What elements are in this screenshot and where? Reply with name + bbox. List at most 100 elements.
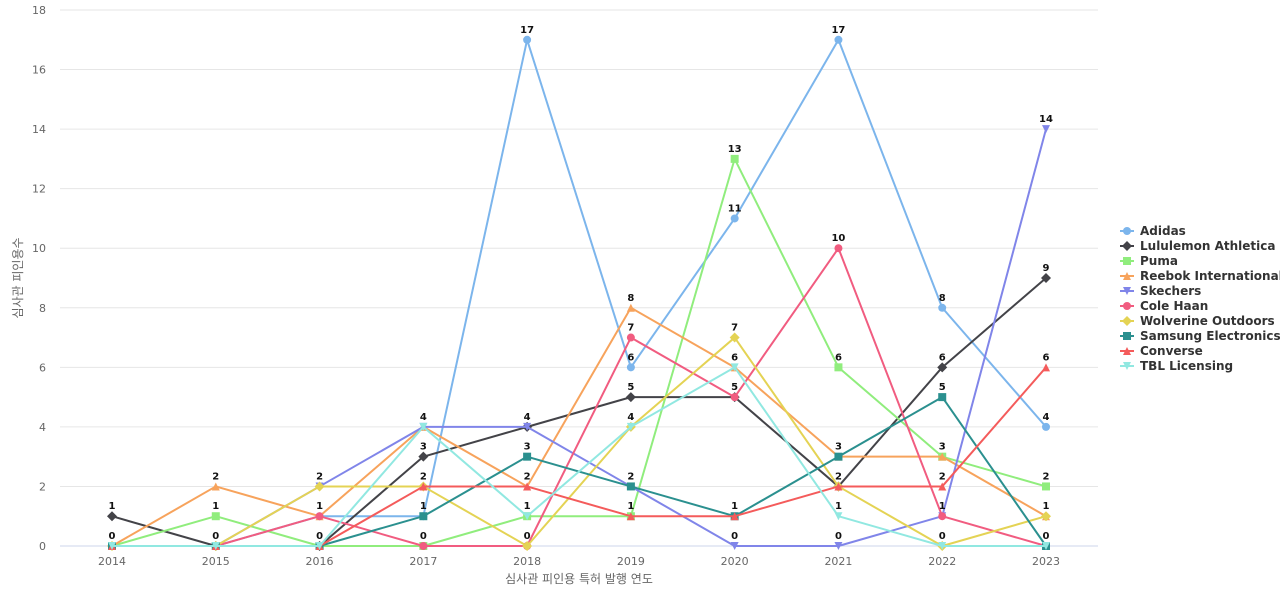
data-label: 3 [835, 442, 842, 453]
data-point [938, 542, 947, 550]
y-tick-label: 0 [39, 540, 46, 553]
legend-item[interactable]: Adidas [1120, 224, 1186, 238]
data-point [834, 512, 843, 521]
x-tick-label: 2022 [928, 555, 956, 568]
data-point [1042, 422, 1050, 431]
data-point [626, 333, 635, 342]
data-label: 0 [835, 531, 842, 542]
data-label: 0 [524, 531, 531, 542]
data-point [108, 542, 116, 550]
data-label: 1 [731, 501, 738, 512]
legend-item[interactable]: Converse [1120, 344, 1203, 358]
x-tick-label: 2015 [202, 555, 230, 568]
data-label: 5 [627, 382, 634, 393]
legend-marker [1122, 316, 1132, 326]
data-label: 9 [1043, 263, 1050, 274]
data-point [418, 451, 429, 462]
x-tick-label: 2018 [513, 555, 541, 568]
legend-item[interactable]: Samsung Electronics [1120, 329, 1280, 343]
legend-item[interactable]: Reebok International [1120, 269, 1280, 283]
x-tick-label: 2023 [1032, 555, 1060, 568]
data-point [834, 452, 843, 461]
data-label: 2 [939, 471, 946, 482]
data-label: 6 [939, 352, 946, 363]
y-tick-label: 12 [32, 183, 46, 196]
data-label: 4 [524, 412, 531, 423]
data-label: 1 [212, 501, 219, 512]
series-line [112, 366, 1046, 547]
data-point [1041, 273, 1051, 283]
legend-marker [1123, 257, 1131, 265]
legend-label: Puma [1140, 254, 1178, 268]
data-label: 17 [831, 25, 845, 36]
data-point [1042, 482, 1050, 491]
y-tick-label: 14 [32, 123, 46, 136]
data-point [730, 214, 739, 223]
data-label: 7 [731, 323, 738, 334]
y-tick-label: 4 [39, 421, 46, 434]
series-line [111, 277, 1047, 547]
series-wolverine-outdoors [107, 332, 1051, 551]
data-label: 7 [627, 323, 634, 334]
x-tick-label: 2021 [824, 555, 852, 568]
data-label: 5 [939, 382, 946, 393]
data-label: 1 [109, 501, 116, 512]
data-label: 1 [939, 501, 946, 512]
legend-label: Wolverine Outdoors [1140, 314, 1275, 328]
series-line [111, 306, 1047, 547]
data-label: 17 [520, 25, 534, 36]
series-puma [108, 154, 1050, 550]
data-label: 0 [109, 531, 116, 542]
legend-label: TBL Licensing [1140, 359, 1233, 373]
legend-item[interactable]: TBL Licensing [1120, 359, 1233, 373]
data-point [938, 303, 947, 312]
data-label: 1 [420, 501, 427, 512]
data-point [211, 512, 220, 521]
legend-item[interactable]: Puma [1120, 254, 1178, 268]
data-label: 6 [835, 352, 842, 363]
data-point [626, 363, 635, 372]
data-point [314, 481, 325, 492]
legend-label: Converse [1140, 344, 1203, 358]
x-tick-label: 2017 [409, 555, 437, 568]
data-point [211, 482, 220, 491]
data-point [211, 542, 220, 550]
data-point [419, 482, 428, 491]
data-point [938, 452, 947, 461]
data-label: 2 [1043, 471, 1050, 482]
legend-label: Lululemon Athletica [1140, 239, 1275, 253]
legend-item[interactable]: Wolverine Outdoors [1120, 314, 1275, 328]
data-point [938, 393, 947, 402]
legend-marker [1122, 241, 1132, 251]
data-label: 3 [524, 442, 531, 453]
y-tick-label: 16 [32, 64, 46, 77]
data-label: 2 [835, 471, 842, 482]
legend-item[interactable]: Skechers [1120, 284, 1201, 298]
data-label: 8 [627, 293, 634, 304]
data-label: 4 [627, 412, 634, 423]
legend-item[interactable]: Cole Haan [1120, 299, 1208, 313]
data-point [315, 512, 324, 521]
data-label: 0 [316, 531, 323, 542]
series-line [112, 247, 1047, 547]
data-label: 3 [420, 442, 427, 453]
legend-marker [1123, 332, 1131, 340]
x-axis-title: 심사관 피인용 특허 발행 연도 [505, 571, 653, 586]
data-point [419, 542, 428, 550]
data-point [834, 482, 843, 491]
data-point [937, 362, 948, 373]
data-label: 2 [627, 471, 634, 482]
grid-lines [60, 9, 1098, 547]
legend-marker [1123, 272, 1131, 280]
data-label: 6 [1043, 352, 1050, 363]
data-label: 10 [831, 233, 845, 244]
data-point [834, 244, 843, 253]
data-point [626, 512, 635, 521]
legend-marker [1123, 347, 1131, 355]
legend-item[interactable]: Lululemon Athletica [1120, 239, 1275, 253]
legend-marker [1123, 287, 1131, 295]
data-point [522, 541, 533, 551]
